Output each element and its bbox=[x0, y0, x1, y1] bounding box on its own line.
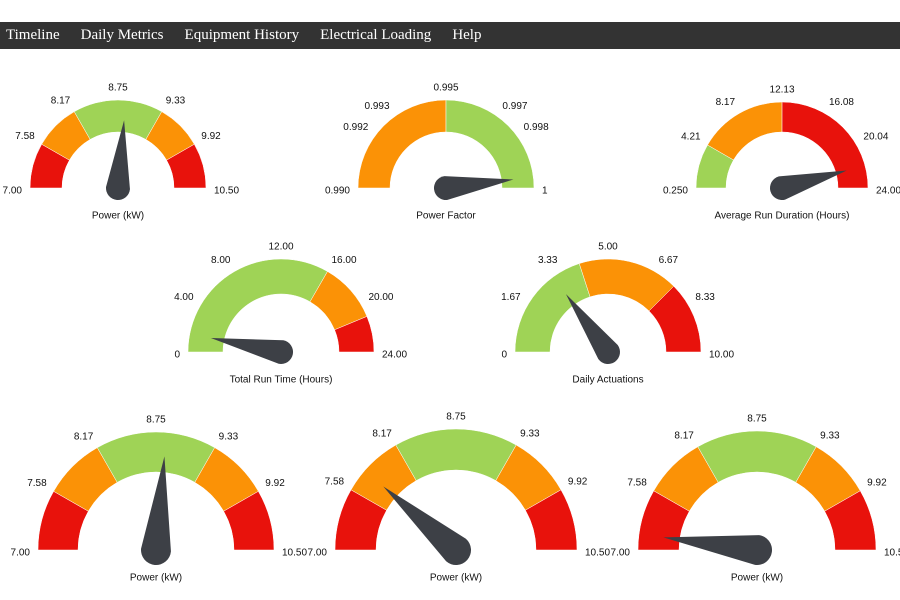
tick-label: 8.17 bbox=[372, 429, 392, 440]
gauge-title: Average Run Duration (Hours) bbox=[715, 211, 850, 222]
tick-label: 7.00 bbox=[308, 548, 328, 559]
gauge-needle bbox=[141, 456, 171, 566]
tick-label: 8.75 bbox=[108, 83, 128, 94]
tick-label: 8.17 bbox=[674, 430, 694, 441]
tick-label: 20.00 bbox=[368, 292, 393, 303]
gauge-band bbox=[697, 430, 817, 483]
gauge-band bbox=[445, 99, 535, 189]
gauge-needle bbox=[210, 338, 294, 365]
tick-label: 0.993 bbox=[365, 101, 390, 112]
tick-label: 24.00 bbox=[382, 350, 407, 361]
gauge-band bbox=[96, 431, 216, 483]
tick-label: 0.990 bbox=[325, 186, 350, 197]
tick-label: 7.00 bbox=[11, 548, 31, 559]
tick-label: 6.67 bbox=[659, 255, 679, 266]
tick-label: 7.00 bbox=[3, 186, 23, 197]
tick-label: 1 bbox=[542, 186, 548, 197]
tick-label: 10.50 bbox=[585, 548, 610, 559]
tick-label: 8.75 bbox=[446, 412, 466, 423]
gauge-band bbox=[395, 428, 517, 481]
tick-label: 10.50 bbox=[282, 548, 307, 559]
tick-label: 8.75 bbox=[747, 414, 767, 425]
gauge-band bbox=[781, 101, 869, 189]
tick-label: 9.33 bbox=[166, 95, 186, 106]
gauge-title: Power (kW) bbox=[430, 573, 482, 584]
tick-label: 8.17 bbox=[716, 97, 736, 108]
gauge-needle bbox=[383, 486, 472, 566]
tick-label: 9.92 bbox=[867, 477, 887, 488]
tick-label: 10.50 bbox=[214, 186, 239, 197]
tick-label: 16.08 bbox=[829, 97, 854, 108]
tick-label: 8.33 bbox=[695, 292, 715, 303]
tick-label: 4.21 bbox=[681, 132, 701, 143]
tick-label: 9.92 bbox=[568, 476, 588, 487]
gauge-title: Power (kW) bbox=[731, 573, 783, 584]
gauge-title: Daily Actuations bbox=[572, 375, 643, 386]
nav-bar: Timeline Daily Metrics Equipment History El… bbox=[0, 22, 900, 49]
tick-label: 8.17 bbox=[51, 95, 71, 106]
tick-label: 0.998 bbox=[524, 122, 549, 133]
nav-item[interactable]: Equipment History bbox=[184, 27, 300, 43]
gauge-needle bbox=[663, 535, 773, 566]
gauge-needle bbox=[105, 120, 130, 201]
tick-label: 20.04 bbox=[863, 132, 888, 143]
tick-label: 0.250 bbox=[663, 186, 688, 197]
tick-label: 9.33 bbox=[820, 430, 840, 441]
tick-label: 0.997 bbox=[502, 101, 527, 112]
tick-label: 16.00 bbox=[332, 255, 357, 266]
gauge-needle bbox=[433, 176, 514, 201]
nav-item[interactable]: Help bbox=[452, 27, 482, 43]
gauge-band bbox=[73, 99, 163, 140]
tick-label: 4.00 bbox=[174, 292, 194, 303]
gauge-title: Power Factor bbox=[416, 211, 476, 222]
tick-label: 7.58 bbox=[627, 477, 647, 488]
tick-label: 3.33 bbox=[538, 255, 558, 266]
tick-label: 1.67 bbox=[501, 292, 521, 303]
tick-label: 24.00 bbox=[876, 186, 900, 197]
tick-label: 8.17 bbox=[74, 431, 94, 442]
tick-label: 7.58 bbox=[27, 478, 47, 489]
gauge-title: Power (kW) bbox=[92, 211, 144, 222]
tick-label: 10.00 bbox=[709, 350, 734, 361]
tick-label: 5.00 bbox=[598, 242, 618, 253]
tick-label: 7.00 bbox=[611, 548, 631, 559]
gauge-band bbox=[648, 285, 702, 353]
tick-label: 9.33 bbox=[219, 431, 239, 442]
tick-label: 9.92 bbox=[201, 131, 221, 142]
gauge-band bbox=[334, 316, 375, 353]
tick-label: 0 bbox=[174, 350, 180, 361]
tick-label: 8.75 bbox=[146, 415, 166, 426]
nav-item[interactable]: Timeline bbox=[6, 27, 60, 43]
tick-label: 12.00 bbox=[268, 242, 293, 253]
gauge-band bbox=[187, 258, 328, 353]
tick-label: 0.992 bbox=[343, 122, 368, 133]
gauge-band bbox=[824, 490, 877, 551]
gauge-band bbox=[357, 99, 447, 189]
gauge-band bbox=[166, 143, 207, 189]
tick-label: 12.13 bbox=[770, 85, 795, 96]
tick-label: 9.92 bbox=[265, 478, 285, 489]
gauge-band bbox=[223, 490, 275, 551]
gauge-needle bbox=[769, 170, 847, 201]
gauge-band bbox=[525, 489, 578, 551]
nav-item[interactable]: Electrical Loading bbox=[320, 27, 432, 43]
tick-label: 0 bbox=[501, 350, 507, 361]
gauge-title: Power (kW) bbox=[130, 573, 182, 584]
nav-item[interactable]: Daily Metrics bbox=[80, 27, 164, 43]
tick-label: 0.995 bbox=[433, 83, 458, 94]
tick-label: 9.33 bbox=[520, 429, 540, 440]
gauge-band bbox=[707, 101, 783, 161]
gauge-title: Total Run Time (Hours) bbox=[230, 375, 333, 386]
tick-label: 8.00 bbox=[211, 255, 231, 266]
gauge-needle bbox=[565, 294, 620, 365]
tick-label: 10.50 bbox=[884, 548, 900, 559]
tick-label: 7.58 bbox=[325, 476, 345, 487]
tick-label: 7.58 bbox=[15, 131, 35, 142]
